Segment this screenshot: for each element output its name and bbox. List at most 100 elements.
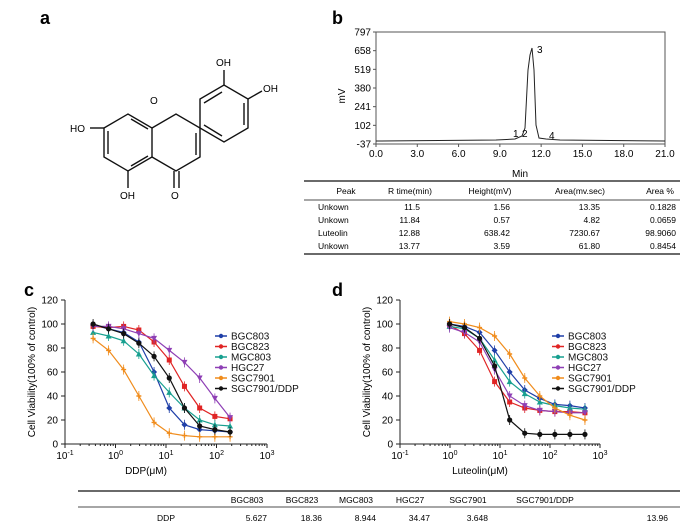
data-point	[506, 369, 513, 375]
chromatogram-trace	[375, 47, 666, 142]
dose-response-chart-ddp: 0 20 40 60 80 100 120 10-1 100 101 102 103 Cell Viab…	[27, 296, 299, 478]
data-point	[197, 405, 203, 411]
data-point	[105, 326, 112, 332]
data-point	[521, 403, 528, 409]
chromatogram-ytick-label: 380	[354, 84, 371, 95]
data-point	[492, 363, 498, 369]
data-point	[151, 419, 157, 425]
x-tick-label: 100	[108, 450, 123, 462]
chromatogram-xtick-label: 9.0	[493, 149, 507, 160]
data-point	[166, 375, 172, 381]
peak-table-cell: 13.77	[399, 241, 421, 251]
data-point	[582, 431, 588, 437]
data-point	[506, 393, 513, 399]
data-point	[461, 329, 468, 336]
peak-table: Peak R time(min) Height(mV) Area(mv.sec) Are…	[304, 180, 680, 255]
series-line-hgc27	[93, 325, 231, 418]
data-point	[135, 351, 142, 357]
legend-marker	[555, 375, 561, 381]
data-point	[461, 325, 468, 331]
data-point	[536, 399, 543, 405]
atom-label-ho-7: HO	[70, 124, 85, 135]
data-point	[90, 321, 96, 327]
atom-label-oh-5: OH	[120, 191, 135, 202]
legend-label: HGC27	[231, 363, 265, 374]
data-point	[211, 421, 218, 428]
data-point	[227, 415, 234, 421]
legend-label: MGC803	[568, 353, 608, 364]
chromatogram-ytick-label: 241	[354, 102, 371, 113]
data-point	[507, 417, 513, 423]
data-point	[181, 359, 188, 366]
x-tick-label: 101	[492, 450, 507, 462]
y-tick-label: 120	[376, 296, 393, 307]
data-point	[211, 395, 218, 402]
data-point	[477, 325, 483, 331]
peak-table-cell: 0.1828	[650, 202, 676, 212]
data-point	[151, 353, 157, 359]
atom-label-carbonyl-oxygen: O	[171, 191, 179, 202]
data-point	[476, 335, 483, 341]
ic50-value: 5.627	[246, 513, 268, 523]
peak-table-cell: Unkown	[318, 202, 349, 212]
legend-label: HGC27	[568, 363, 602, 374]
ic50-header: MGC803	[339, 495, 373, 505]
legend-marker	[555, 365, 561, 370]
legend-label: BGC823	[231, 342, 270, 353]
data-point	[166, 430, 172, 436]
data-point	[227, 423, 234, 429]
x-tick-label: 101	[158, 450, 173, 462]
atom-label-oh-4prime: OH	[263, 84, 278, 95]
peak-table-header: Area %	[646, 186, 674, 196]
data-point	[507, 399, 513, 405]
peak-table-cell: 0.0659	[650, 215, 676, 225]
data-point	[567, 431, 573, 437]
panel-letter-b: b	[332, 8, 343, 28]
legend-label: SGC7901	[231, 374, 275, 385]
data-point	[166, 357, 172, 363]
chromatogram-xtick-label: 18.0	[614, 149, 634, 160]
data-point	[181, 421, 188, 428]
ic50-value: 34.47	[409, 513, 431, 523]
x-tick-label: 103	[259, 450, 274, 462]
legend-label: SGC7901/DDP	[568, 384, 636, 395]
series-line-sgc7901	[449, 321, 586, 421]
data-point	[90, 335, 96, 341]
series-line-sgc7901-ddp	[92, 323, 231, 433]
peak-table-header: R time(min)	[388, 186, 432, 196]
legend-marker	[555, 344, 561, 349]
data-point	[120, 337, 127, 344]
series-line-sgc7901-ddp	[449, 323, 585, 435]
data-point	[446, 321, 453, 327]
dose-response-chart-luteolin: 0 20 40 60 80 100 120 10-1 100 101 102 103 Cell Viab…	[362, 296, 636, 478]
x-tick-label: 100	[442, 450, 457, 462]
data-point	[536, 407, 543, 414]
series-line-bgc803	[92, 324, 231, 433]
ic50-value: 8.944	[355, 513, 377, 523]
data-point	[477, 347, 483, 353]
legend-label: BGC803	[231, 332, 270, 343]
peak-table-header: Height(mV)	[469, 186, 512, 196]
peak-table-cell: 3.59	[493, 241, 510, 251]
peak-label-3: 3	[537, 45, 543, 56]
peak-table-cell: 0.57	[493, 215, 510, 225]
y-tick-label: 20	[382, 416, 394, 427]
y-axis-label: Cell Viability(100% of control)	[362, 307, 373, 437]
x-tick-label: 10-1	[56, 450, 73, 462]
ic50-header: BGC803	[231, 495, 264, 505]
data-point	[212, 434, 218, 440]
data-point	[121, 367, 127, 373]
peak-table-cell: 1.56	[493, 202, 510, 212]
data-point	[151, 335, 158, 342]
data-point	[227, 429, 233, 435]
y-tick-label: 0	[52, 440, 58, 451]
series-line-sgc7901	[92, 337, 231, 438]
y-tick-label: 100	[41, 320, 58, 331]
atom-label-ring-oxygen: O	[150, 96, 158, 107]
y-tick-label: 100	[376, 320, 393, 331]
data-point	[581, 410, 588, 416]
data-point	[181, 383, 187, 389]
legend-label: SGC7901/DDP	[231, 384, 299, 395]
legend-label: BGC803	[568, 332, 607, 343]
x-tick-label: 103	[592, 450, 607, 462]
